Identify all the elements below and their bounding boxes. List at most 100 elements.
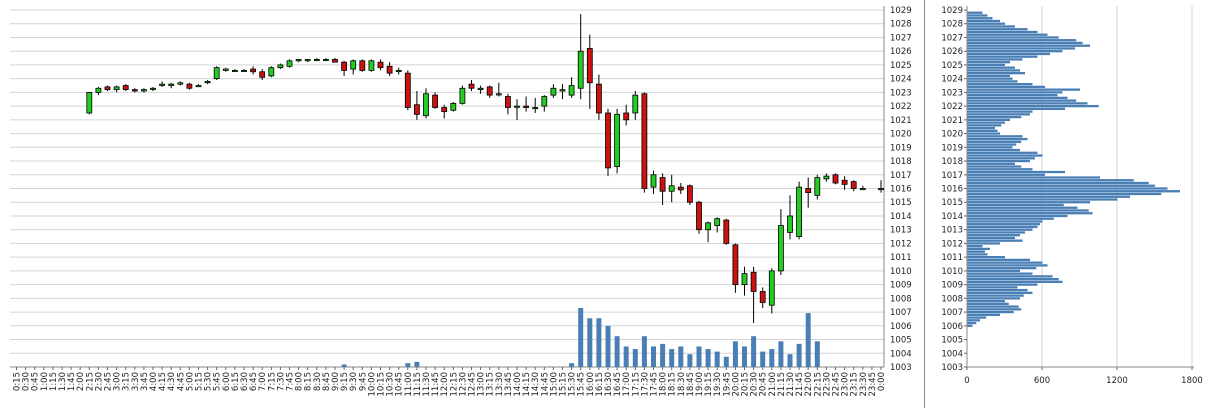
volume-profile-bar: [967, 220, 1043, 223]
time-tick-label: 3:00: [113, 372, 123, 391]
candle-body-down: [468, 83, 475, 89]
volume-bar: [760, 351, 766, 367]
volume-bar: [778, 341, 784, 367]
candle-body-down: [677, 186, 684, 191]
candle-body-up: [222, 68, 229, 71]
candle-body-up: [541, 96, 548, 107]
time-tick-label: 6:00: [222, 372, 232, 391]
candle-body-up: [304, 59, 311, 62]
price-tick-label: 1003: [890, 363, 912, 373]
volume-profile-bar: [967, 173, 1045, 176]
time-tick-label: 8:00: [295, 372, 305, 391]
time-tick-label: 23:45: [868, 372, 878, 397]
volume-profile-bar: [967, 58, 1023, 61]
candle-body-up: [559, 89, 566, 92]
candle-body-down: [687, 185, 693, 203]
candle-body-up: [532, 107, 539, 110]
candle-body-down: [341, 61, 348, 71]
volume-profile-bar: [967, 17, 993, 20]
price-tick-label: 1005: [890, 336, 912, 346]
candle-body-up: [778, 225, 784, 272]
candle-body-down: [723, 219, 730, 244]
volume-profile-bar: [967, 126, 995, 130]
volume-profile-bar: [967, 55, 1038, 58]
price-tick-label: 1007: [890, 308, 912, 318]
profile-price-label: 1024: [941, 75, 963, 85]
volume-bar: [705, 349, 711, 367]
volume-profile-bar: [967, 190, 1180, 193]
profile-price-label: 1026: [941, 47, 963, 57]
price-tick-label: 1029: [890, 6, 912, 16]
time-tick-label: 18:15: [668, 372, 678, 397]
profile-price-label: 1008: [941, 294, 963, 304]
price-tick-label: 1016: [890, 185, 912, 195]
volume-profile-bar: [967, 201, 1090, 204]
volume-profile-bar: [967, 165, 1022, 168]
volume-bar: [587, 318, 593, 367]
time-tick-label: 0:45: [31, 372, 41, 391]
volume-profile-bar: [967, 69, 1020, 72]
volume-profile-bar: [967, 198, 1118, 201]
candle-body-up: [632, 94, 639, 114]
candle-body-up: [714, 218, 721, 226]
profile-price-label: 1004: [941, 349, 963, 359]
candle-body-up: [86, 91, 93, 114]
volume-profile-bar: [967, 85, 1045, 89]
price-tick-label: 1015: [890, 198, 912, 208]
candle-body-down: [413, 104, 420, 115]
volume-profile-bar: [967, 157, 1035, 160]
time-tick-label: 23:30: [859, 372, 869, 397]
volume-tick-label: 600: [1034, 376, 1050, 386]
candle-body-up: [568, 85, 575, 96]
time-tick-label: 8:45: [322, 372, 332, 391]
volume-bar: [687, 354, 693, 367]
candle-body-down: [250, 68, 257, 73]
time-tick-label: 15:15: [559, 372, 569, 397]
time-tick-label: 10:45: [395, 372, 405, 397]
profile-price-label: 1010: [941, 267, 963, 277]
time-tick-label: 6:30: [240, 372, 250, 391]
volume-bar: [751, 336, 757, 367]
time-tick-label: 22:00: [804, 372, 814, 397]
candle-body-down: [732, 244, 739, 286]
time-tick-label: 17:15: [631, 372, 641, 397]
volume-profile-bar: [967, 179, 1134, 182]
time-tick-label: 12:15: [449, 372, 459, 397]
price-tick-label: 1021: [890, 116, 912, 126]
volume-bar: [742, 346, 747, 367]
candle-body-down: [841, 179, 848, 185]
time-tick-label: 18:30: [677, 372, 687, 397]
volume-profile-bar: [967, 91, 1063, 94]
volume-profile-bar: [967, 316, 987, 319]
profile-price-label: 1023: [941, 88, 963, 98]
price-tick-label: 1012: [890, 239, 912, 249]
volume-profile-bar: [967, 236, 1015, 240]
candle-body-up: [550, 87, 557, 96]
profile-price-label: 1021: [941, 116, 963, 126]
time-tick-label: 16:30: [604, 372, 614, 397]
volume-profile-bar: [967, 72, 1025, 75]
candle-body-down: [605, 112, 611, 169]
volume-profile-bar: [967, 140, 1022, 143]
time-tick-label: 10:15: [377, 372, 387, 397]
profile-price-label: 1003: [941, 363, 963, 373]
volume-profile-bar: [967, 275, 1053, 278]
candle-body-down: [377, 61, 384, 69]
volume-profile-bar: [967, 132, 1000, 135]
volume-profile-bar: [967, 146, 1013, 149]
time-tick-label: 15:30: [568, 372, 578, 397]
profile-price-label: 1025: [941, 61, 963, 71]
volume-bar: [405, 363, 411, 367]
candle-body-up: [768, 270, 775, 306]
candle-body-up: [495, 93, 502, 96]
volume-profile-bar: [967, 280, 1063, 284]
volume-tick-label: 0: [964, 376, 969, 386]
profile-price-label: 1018: [941, 157, 963, 167]
volume-bar: [732, 341, 738, 367]
volume-bar: [596, 318, 602, 367]
price-tick-label: 1018: [890, 157, 912, 167]
volume-bar: [787, 354, 793, 367]
volume-profile-bar: [967, 302, 1009, 305]
